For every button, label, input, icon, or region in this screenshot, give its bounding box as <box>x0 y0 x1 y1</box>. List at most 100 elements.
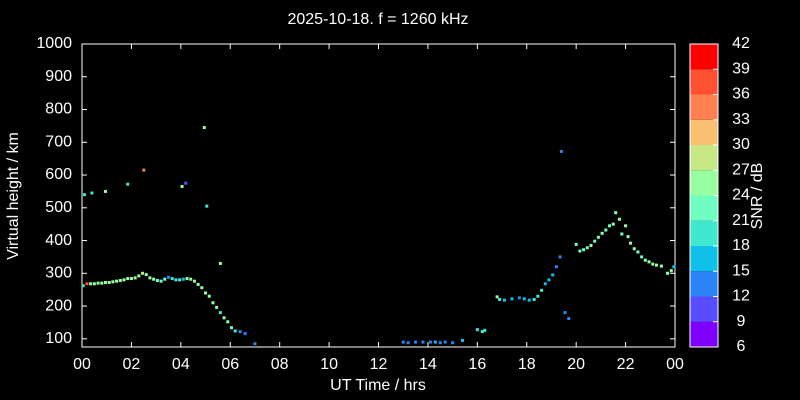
data-point <box>115 279 119 283</box>
data-point <box>82 193 86 197</box>
data-point <box>543 282 547 286</box>
data-point <box>122 278 126 282</box>
data-point <box>178 278 182 282</box>
data-point <box>614 211 618 215</box>
data-point <box>461 338 465 342</box>
data-point <box>243 332 247 336</box>
data-point <box>522 297 526 301</box>
x-tick-label: 16 <box>468 356 486 373</box>
colorbar-tick-label: 24 <box>732 187 750 204</box>
data-point <box>85 282 89 286</box>
data-point <box>503 298 507 302</box>
data-point <box>632 247 636 251</box>
data-point <box>443 340 447 344</box>
data-point <box>159 279 163 283</box>
colorbar-tick-label: 33 <box>732 111 750 128</box>
data-point <box>428 340 432 344</box>
data-point <box>651 262 655 266</box>
data-point <box>669 269 673 273</box>
data-point <box>181 277 185 281</box>
data-point <box>421 340 425 344</box>
data-point <box>433 340 437 344</box>
colorbar-segment <box>690 271 718 297</box>
data-point <box>211 301 215 305</box>
y-tick-label: 400 <box>45 232 72 249</box>
data-point <box>574 242 578 246</box>
data-point <box>166 275 170 279</box>
plot-frame <box>81 43 676 348</box>
data-point <box>174 278 178 282</box>
colorbar-segment <box>690 246 718 272</box>
data-point <box>222 316 226 320</box>
data-point <box>215 305 219 309</box>
data-point <box>253 342 257 346</box>
y-tick-label: 800 <box>45 101 72 118</box>
data-point <box>620 232 624 236</box>
data-point <box>96 281 100 285</box>
data-point <box>229 326 233 330</box>
x-tick-label: 02 <box>123 356 141 373</box>
data-point <box>608 224 612 228</box>
data-point <box>659 264 663 268</box>
colorbar-tick-label: 30 <box>732 136 750 153</box>
colorbar-tick-label: 36 <box>732 86 750 103</box>
data-point <box>414 340 418 344</box>
data-point <box>196 282 200 286</box>
data-point <box>438 341 442 345</box>
data-point <box>578 249 582 253</box>
data-point <box>144 273 148 277</box>
data-point <box>617 217 621 221</box>
colorbar-segment <box>690 119 718 145</box>
x-tick-label: 00 <box>73 356 91 373</box>
y-tick-label: 900 <box>45 68 72 85</box>
data-point <box>406 341 410 345</box>
data-point <box>558 255 562 259</box>
data-point <box>451 341 455 345</box>
colorbar-tick-label: 27 <box>732 161 750 178</box>
data-point <box>218 311 222 315</box>
data-point <box>547 278 551 282</box>
data-point <box>238 330 242 334</box>
data-point <box>133 276 137 280</box>
data-point <box>585 246 589 250</box>
data-point <box>666 271 670 275</box>
data-point <box>148 276 152 280</box>
colorbar-tick-label: 12 <box>732 288 750 305</box>
colorbar-label: SNR / dB <box>749 163 766 230</box>
colorbar-segment <box>690 296 718 322</box>
colorbar-tick-label: 6 <box>737 338 746 355</box>
data-point <box>207 294 211 298</box>
data-point <box>536 294 540 298</box>
data-point <box>126 182 130 186</box>
data-point <box>107 280 111 284</box>
data-point <box>163 277 167 281</box>
chart-title: 2025-10-18. f = 1260 kHz <box>287 11 468 28</box>
data-point <box>483 328 487 332</box>
y-tick-label: 500 <box>45 199 72 216</box>
data-point <box>611 222 615 226</box>
data-point <box>205 204 209 208</box>
data-point <box>111 280 115 284</box>
data-point <box>200 286 204 290</box>
data-point <box>137 274 141 278</box>
colorbar-tick-label: 18 <box>732 237 750 254</box>
data-point <box>540 288 544 292</box>
x-tick-label: 10 <box>320 356 338 373</box>
data-point <box>218 261 222 265</box>
y-tick-label: 100 <box>45 330 72 347</box>
data-point <box>170 277 174 281</box>
x-tick-label: 04 <box>172 356 190 373</box>
data-point <box>629 241 633 245</box>
data-point <box>510 297 514 301</box>
x-axis-label: UT Time / hrs <box>330 377 426 394</box>
y-tick-label: 700 <box>45 133 72 150</box>
data-point <box>184 181 188 185</box>
data-point <box>600 231 604 235</box>
colorbar-tick-label: 15 <box>732 262 750 279</box>
x-tick-label: 08 <box>271 356 289 373</box>
data-point <box>672 265 676 269</box>
data-point <box>475 328 479 332</box>
data-point <box>401 340 405 344</box>
data-point <box>103 280 107 284</box>
